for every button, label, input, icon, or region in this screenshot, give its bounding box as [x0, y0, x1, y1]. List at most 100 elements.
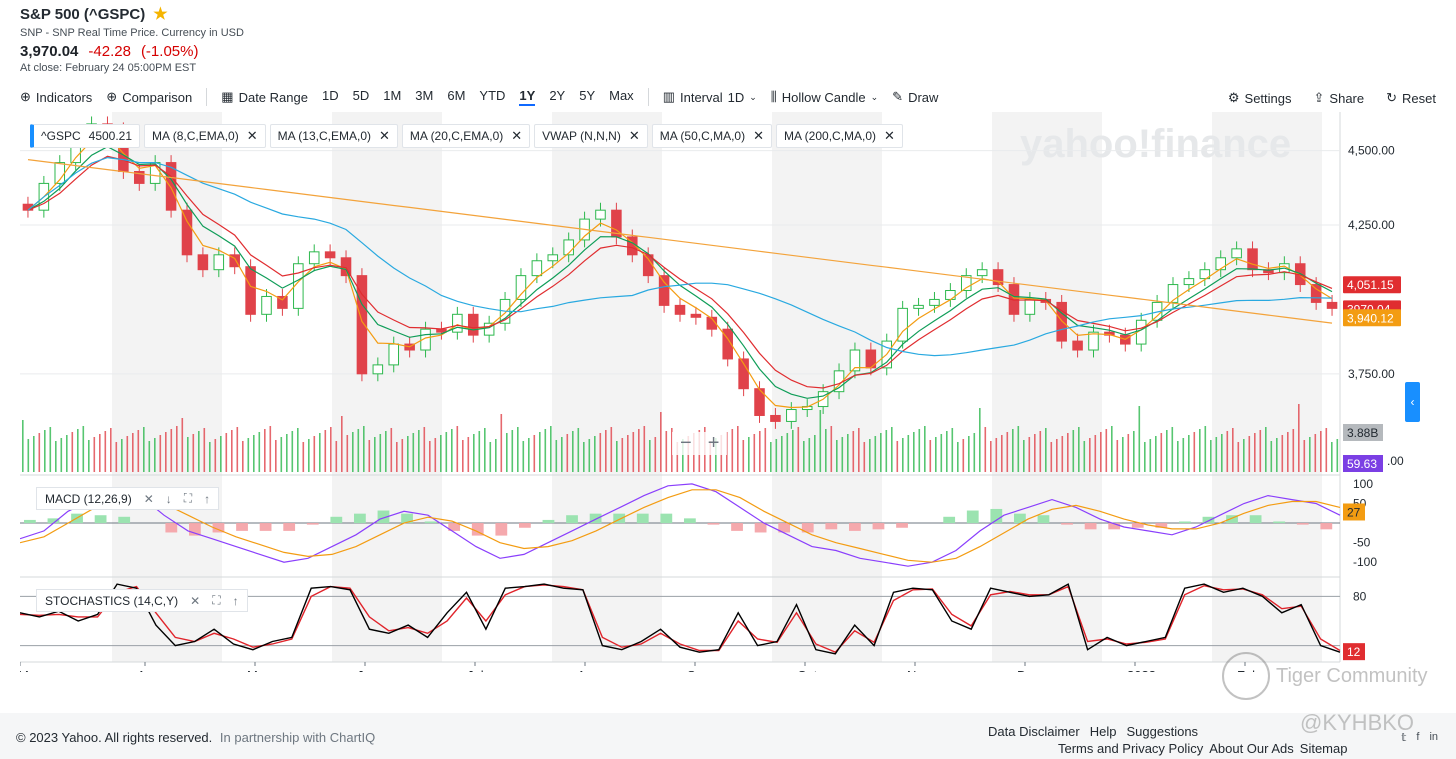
draw-label: Draw	[908, 89, 939, 105]
macd-histogram-bar	[377, 510, 390, 524]
candle-body	[197, 254, 209, 271]
indicators-button[interactable]: ⊕ Indicators	[20, 89, 92, 105]
plus-circle-icon: ⊕	[20, 89, 31, 104]
arrow-up-icon[interactable]: ↑	[204, 491, 211, 506]
watermark: yahoo!finance	[1020, 122, 1291, 166]
month-band	[332, 112, 442, 662]
macd-histogram-bar	[47, 518, 60, 524]
volume-bar	[1182, 438, 1185, 472]
study-chip[interactable]: VWAP (N,N,N) ✕	[534, 124, 648, 148]
volume-bar	[506, 433, 508, 472]
volume-bar	[121, 439, 123, 472]
indicators-label: Indicators	[35, 89, 93, 105]
macd-histogram-bar	[354, 513, 366, 524]
date-range-button[interactable]: ▦ Date Range	[221, 89, 308, 105]
range-6m[interactable]: 6M	[447, 88, 466, 103]
study-chip[interactable]: MA (200,C,MA,0) ✕	[776, 124, 903, 148]
close-icon[interactable]: ✕	[753, 128, 764, 143]
close-icon[interactable]: ✕	[884, 128, 895, 143]
range-1d[interactable]: 1D	[321, 88, 339, 103]
volume-bar	[60, 438, 63, 472]
close-icon[interactable]: ✕	[628, 128, 640, 143]
zoom-controls: − +	[672, 432, 728, 455]
range-max[interactable]: Max	[609, 88, 634, 103]
footer-link[interactable]: Sitemap	[1299, 741, 1348, 756]
comparison-button[interactable]: ⊕ Comparison	[106, 89, 192, 105]
zoom-out-button[interactable]: −	[680, 432, 692, 454]
volume-bar	[1050, 442, 1053, 472]
volume-bar	[995, 438, 998, 472]
month-band	[552, 112, 662, 662]
range-ytd[interactable]: YTD	[479, 88, 506, 103]
macd-histogram-bar	[801, 523, 814, 533]
range-2y[interactable]: 2Y	[549, 88, 566, 103]
linkedin-icon[interactable]: in	[1429, 731, 1438, 743]
footer-links-row2: Terms and Privacy Policy About Our Ads Sit…	[1058, 741, 1347, 756]
volume-bar	[957, 442, 959, 472]
close-icon[interactable]: ✕	[143, 491, 154, 506]
candle-body	[1215, 257, 1226, 271]
expand-icon[interactable]: ⛶	[183, 491, 193, 505]
volume-bar	[242, 441, 244, 472]
macd-histogram-bar	[1155, 523, 1168, 528]
volume-bar	[1094, 435, 1097, 472]
footer-link[interactable]: Suggestions	[1126, 724, 1199, 739]
macd-histogram-bar	[990, 508, 1003, 524]
chart-type-dropdown[interactable]: ⫼ Hollow Candle ⌄	[771, 89, 878, 105]
volume-bar	[737, 426, 739, 472]
interval-dropdown[interactable]: ▥ Interval 1D ⌄	[663, 89, 757, 105]
footer-link[interactable]: About Our Ads	[1209, 741, 1294, 756]
x-tick-label: Sep	[687, 668, 710, 672]
volume-bar	[198, 431, 200, 472]
volume-bar	[192, 434, 195, 472]
macd-histogram-bar	[94, 515, 107, 524]
footer-link[interactable]: Data Disclaimer	[988, 724, 1080, 739]
volume-bar	[1325, 428, 1328, 472]
study-chip[interactable]: ^GSPC 4500.21	[30, 124, 141, 148]
candle-body	[324, 251, 336, 259]
volume-bar	[1155, 436, 1157, 472]
study-chip[interactable]: MA (8,C,EMA,0) ✕	[144, 124, 266, 148]
close-icon[interactable]: ✕	[190, 593, 201, 608]
volume-bar	[775, 439, 778, 472]
draw-button[interactable]: ✎ Draw	[892, 89, 938, 105]
study-chip[interactable]: MA (20,C,EMA,0) ✕	[401, 124, 531, 148]
close-icon[interactable]: ✕	[511, 128, 523, 143]
footer-link[interactable]: Terms and Privacy Policy	[1058, 741, 1204, 756]
footer-link[interactable]: Help	[1089, 724, 1117, 739]
range-5d[interactable]: 5D	[352, 88, 370, 103]
volume-bar	[22, 420, 24, 472]
arrow-down-icon[interactable]: ↓	[165, 491, 172, 506]
range-1y[interactable]: 1Y	[519, 88, 536, 106]
volume-bar	[792, 430, 794, 472]
twitter-icon[interactable]: 𝕥	[1401, 732, 1407, 744]
arrow-up-icon[interactable]: ↑	[232, 593, 239, 608]
close-note: At close: February 24 05:00PM EST	[20, 62, 197, 74]
facebook-icon[interactable]: f	[1416, 731, 1420, 743]
range-1m[interactable]: 1M	[383, 88, 402, 103]
close-icon[interactable]: ✕	[246, 128, 258, 143]
range-5y[interactable]: 5Y	[579, 88, 596, 103]
share-button[interactable]: ⇪ Share	[1314, 90, 1365, 106]
macd-right-label: 27	[1347, 505, 1361, 519]
side-panel-toggle[interactable]: ‹	[1405, 382, 1420, 422]
star-icon[interactable]: ★	[153, 6, 168, 23]
settings-button[interactable]: ⚙ Settings	[1228, 90, 1292, 106]
macd-label: MACD (12,26,9)	[45, 491, 132, 506]
expand-icon[interactable]: ⛶	[212, 593, 221, 607]
chart-area[interactable]: yahoo!finance 4,500.00 4,250.00 3,750.00 4,0…	[18, 112, 1436, 683]
volume-bar	[863, 442, 866, 472]
study-chip[interactable]: MA (13,C,EMA,0) ✕	[269, 124, 398, 148]
study-chip[interactable]: MA (50,C,MA,0) ✕	[651, 124, 772, 148]
volume-bar	[632, 432, 635, 472]
volume-bar	[539, 432, 541, 472]
range-3m[interactable]: 3M	[415, 88, 434, 103]
chart-svg[interactable]: yahoo!finance 4,500.00 4,250.00 3,750.00 4,0…	[18, 112, 1436, 683]
close-icon[interactable]: ✕	[378, 128, 390, 143]
toolbar-right: ⚙ Settings ⇪ Share ↻ Reset	[1228, 90, 1436, 106]
reset-button[interactable]: ↻ Reset	[1386, 90, 1436, 106]
volume-bar	[907, 435, 910, 472]
volume-bar	[555, 440, 558, 472]
zoom-in-button[interactable]: +	[707, 432, 720, 454]
volume-bar	[423, 427, 426, 472]
